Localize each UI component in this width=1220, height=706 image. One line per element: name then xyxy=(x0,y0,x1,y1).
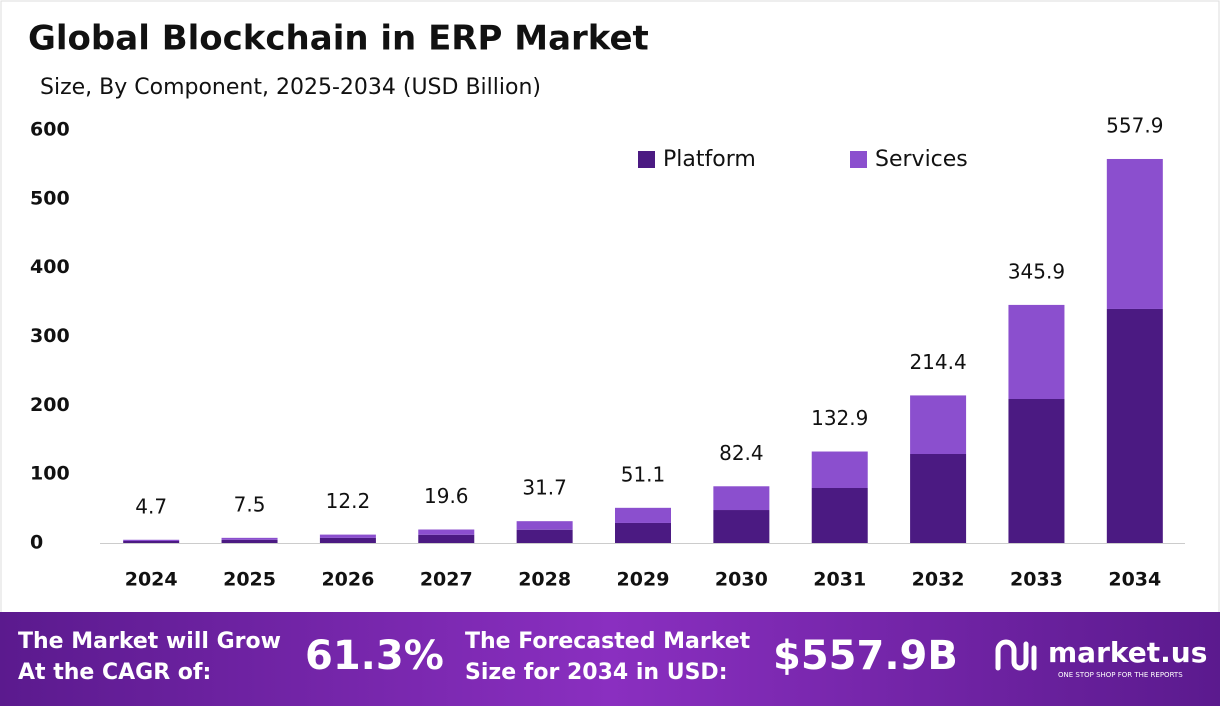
legend-swatch xyxy=(638,151,655,168)
total-label: 345.9 xyxy=(1008,259,1065,283)
total-label: 31.7 xyxy=(522,476,567,500)
bar-segment xyxy=(319,537,376,543)
cagr-value: 61.3% xyxy=(305,633,444,679)
bar-segment xyxy=(418,534,475,543)
x-tick-label: 2033 xyxy=(1010,569,1063,591)
tagline: ONE STOP SHOP FOR THE REPORTS xyxy=(1058,671,1183,679)
y-tick-label: 200 xyxy=(30,394,70,416)
total-label: 82.4 xyxy=(719,441,764,465)
footer-band xyxy=(0,612,1220,706)
total-label: 19.6 xyxy=(424,484,469,508)
total-label: 214.4 xyxy=(909,350,966,374)
total-label: 132.9 xyxy=(811,406,868,430)
total-label: 51.1 xyxy=(621,462,666,486)
footer-text: The Market will Grow xyxy=(18,629,281,654)
chart-subtitle: Size, By Component, 2025-2034 (USD Billi… xyxy=(40,75,541,100)
bar-segment xyxy=(615,507,671,523)
bar-segment xyxy=(516,521,573,530)
x-tick-label: 2027 xyxy=(420,569,473,591)
legend-label: Platform xyxy=(663,147,756,172)
x-tick-label: 2034 xyxy=(1108,569,1161,591)
bar-segment xyxy=(910,453,967,543)
bar-segment xyxy=(1106,158,1163,309)
forecast-value: $557.9B xyxy=(773,633,958,679)
bar-segment xyxy=(811,488,868,543)
y-tick-label: 0 xyxy=(30,532,43,554)
x-tick-label: 2028 xyxy=(518,569,571,591)
bar-segment xyxy=(811,451,868,489)
total-label: 557.9 xyxy=(1106,113,1163,137)
y-tick-label: 100 xyxy=(30,463,70,485)
y-tick-label: 500 xyxy=(30,187,70,209)
bar-segment xyxy=(615,522,671,543)
bar-segment xyxy=(516,529,573,543)
total-label: 4.7 xyxy=(135,494,167,518)
x-tick-label: 2029 xyxy=(617,569,670,591)
bar-segment xyxy=(221,537,278,540)
total-label: 7.5 xyxy=(234,492,266,516)
bar-segment xyxy=(910,395,967,454)
footer-text: The Forecasted Market xyxy=(465,629,751,654)
x-tick-label: 2025 xyxy=(223,569,276,591)
bar-segment xyxy=(123,541,180,543)
footer-text: At the CAGR of: xyxy=(18,660,211,685)
bar-segment xyxy=(221,539,278,543)
bar-segment xyxy=(1106,308,1163,543)
bar-segment xyxy=(1008,399,1065,543)
bar-segment xyxy=(1008,304,1065,400)
x-tick-label: 2032 xyxy=(912,569,965,591)
x-tick-label: 2024 xyxy=(125,569,178,591)
legend-label: Services xyxy=(875,147,968,172)
x-tick-label: 2031 xyxy=(813,569,866,591)
x-tick-label: 2030 xyxy=(715,569,768,591)
footer-text: Size for 2034 in USD: xyxy=(465,660,728,685)
logo-icon xyxy=(995,639,1037,671)
y-tick-label: 400 xyxy=(30,256,70,278)
chart-title: Global Blockchain in ERP Market xyxy=(28,19,649,59)
total-label: 12.2 xyxy=(326,489,371,513)
bar-segment xyxy=(418,529,475,535)
bar-segment xyxy=(319,534,376,538)
legend-swatch xyxy=(850,151,867,168)
x-tick-label: 2026 xyxy=(321,569,374,591)
bar-segment xyxy=(123,539,180,542)
bar-segment xyxy=(713,510,770,543)
logo: market.us xyxy=(1048,636,1207,669)
y-tick-label: 600 xyxy=(30,119,70,141)
y-tick-label: 300 xyxy=(30,325,70,347)
bar-segment xyxy=(713,486,770,511)
